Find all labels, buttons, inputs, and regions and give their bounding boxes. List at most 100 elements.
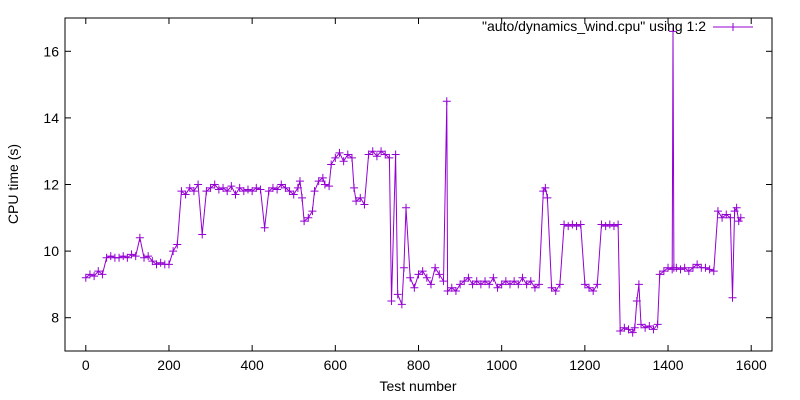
data-point <box>310 187 319 196</box>
data-point <box>347 153 356 162</box>
data-point <box>601 222 610 231</box>
data-point <box>493 283 502 292</box>
data-point <box>481 277 490 286</box>
data-point <box>628 328 637 337</box>
data-point <box>94 267 103 276</box>
data-point <box>680 263 689 272</box>
data-point <box>399 263 408 272</box>
data-point <box>131 252 140 261</box>
data-point <box>115 253 124 262</box>
y-tick-label: 10 <box>43 243 59 259</box>
data-point <box>231 190 240 199</box>
data-point <box>734 217 743 226</box>
data-point <box>560 220 569 229</box>
data-point <box>285 187 294 196</box>
data-point <box>227 182 236 191</box>
data-point <box>597 220 606 229</box>
data-point <box>360 200 369 209</box>
data-point <box>352 197 361 206</box>
data-point <box>688 263 697 272</box>
data-point <box>593 280 602 289</box>
data-point <box>85 270 94 279</box>
y-tick-label: 14 <box>43 110 59 126</box>
data-point <box>406 273 415 282</box>
data-point <box>219 183 228 192</box>
data-point <box>426 280 435 289</box>
data-point <box>614 220 623 229</box>
data-point <box>620 323 629 332</box>
data-point <box>327 160 336 169</box>
legend-label: "auto/dynamics_wind.cpu" using 1:2 <box>482 18 706 34</box>
data-point <box>653 320 662 329</box>
data-point <box>364 150 373 159</box>
data-point <box>123 253 132 262</box>
data-point <box>576 220 585 229</box>
data-point <box>273 185 282 194</box>
data-point <box>293 183 302 192</box>
data-point <box>431 263 440 272</box>
series-line <box>81 27 745 337</box>
y-tick-label: 12 <box>43 177 59 193</box>
data-point <box>609 222 618 231</box>
data-point <box>381 150 390 159</box>
data-point <box>555 280 564 289</box>
data-point <box>580 280 589 289</box>
data-point <box>472 277 481 286</box>
data-point <box>464 273 473 282</box>
data-point <box>135 233 144 242</box>
data-point <box>127 250 136 259</box>
data-point <box>239 187 248 196</box>
data-point <box>391 150 400 159</box>
data-point <box>81 273 90 282</box>
data-point <box>460 277 469 286</box>
data-point <box>281 183 290 192</box>
data-point <box>634 280 643 289</box>
data-point <box>397 300 406 309</box>
data-point <box>713 207 722 216</box>
legend: "auto/dynamics_wind.cpu" using 1:2 <box>482 18 753 34</box>
data-point <box>585 283 594 292</box>
data-point <box>243 185 252 194</box>
data-point <box>535 280 544 289</box>
data-point <box>235 183 244 192</box>
data-point <box>377 147 386 156</box>
data-point <box>547 283 556 292</box>
data-point <box>443 287 452 296</box>
data-point <box>300 217 309 226</box>
data-point <box>439 277 448 286</box>
data-point <box>402 203 411 212</box>
data-point <box>514 280 523 289</box>
data-point <box>268 183 277 192</box>
x-tick-label: 1000 <box>486 357 517 373</box>
data-point <box>649 325 658 334</box>
data-point <box>177 187 186 196</box>
data-point <box>442 97 451 106</box>
x-tick-label: 400 <box>240 357 264 373</box>
x-tick-label: 1600 <box>736 357 767 373</box>
data-point <box>510 277 519 286</box>
data-point <box>169 247 178 256</box>
data-point <box>356 193 365 202</box>
data-point <box>260 223 269 232</box>
data-point <box>451 287 460 296</box>
y-tick-label: 8 <box>51 310 59 326</box>
data-point <box>669 27 678 36</box>
data-point <box>387 297 396 306</box>
y-tick-label: 16 <box>43 43 59 59</box>
data-point <box>318 173 327 182</box>
data-point <box>522 280 531 289</box>
data-point <box>456 280 465 289</box>
data-point <box>210 180 219 189</box>
data-point <box>726 213 735 222</box>
data-point <box>152 260 161 269</box>
data-point <box>181 190 190 199</box>
data-point <box>325 182 334 191</box>
axis-ticks: 0 200 400 600 800 1000 1200 1400 1600 8 10 12 14 16 <box>43 18 772 373</box>
data-point <box>632 297 641 306</box>
data-point <box>418 267 427 276</box>
data-point <box>102 253 111 262</box>
data-point <box>343 150 352 159</box>
data-point <box>616 327 625 336</box>
data-point <box>331 153 340 162</box>
